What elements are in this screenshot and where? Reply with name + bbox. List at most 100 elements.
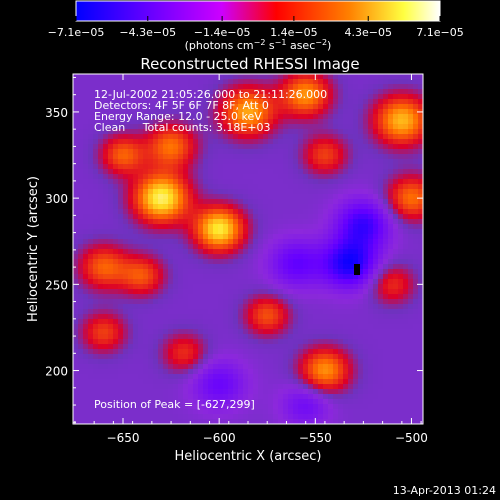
heatmap-cell <box>203 179 209 185</box>
colorbar-tick-label: −4.3e−05 <box>119 26 176 39</box>
heatmap-cell <box>93 184 99 190</box>
heatmap-cell <box>313 344 319 350</box>
heatmap-cell <box>363 139 369 145</box>
heatmap-cell <box>93 99 99 105</box>
heatmap-cell <box>403 339 409 345</box>
heatmap-cell <box>298 264 304 270</box>
heatmap-cell <box>413 244 419 250</box>
heatmap-cell <box>288 94 294 100</box>
heatmap-cell <box>143 379 149 385</box>
heatmap-cell <box>148 314 154 320</box>
heatmap-cell <box>243 189 249 195</box>
heatmap-cell <box>223 94 229 100</box>
heatmap-cell <box>393 354 399 360</box>
heatmap-cell <box>293 379 299 385</box>
heatmap-cell <box>153 344 159 350</box>
heatmap-cell <box>123 309 129 315</box>
heatmap-cell <box>363 414 369 420</box>
heatmap-cell <box>128 249 134 255</box>
heatmap-cell <box>128 319 134 325</box>
heatmap-cell <box>228 344 234 350</box>
heatmap-cell <box>128 234 134 240</box>
heatmap-cell <box>148 269 154 275</box>
heatmap-cell <box>333 244 339 250</box>
heatmap-cell <box>278 134 284 140</box>
heatmap-cell <box>368 319 374 325</box>
heatmap-cell <box>363 119 369 125</box>
heatmap-cell <box>273 279 279 285</box>
heatmap-cell <box>318 289 324 295</box>
heatmap-cell <box>308 309 314 315</box>
heatmap-cell <box>368 234 374 240</box>
heatmap-cell <box>208 229 214 235</box>
heatmap-cell <box>233 114 239 120</box>
heatmap-cell <box>333 364 339 370</box>
heatmap-cell <box>348 364 354 370</box>
heatmap-cell <box>343 269 349 275</box>
heatmap-cell <box>238 339 244 345</box>
heatmap-cell <box>398 134 404 140</box>
heatmap-cell <box>118 314 124 320</box>
heatmap-cell <box>238 269 244 275</box>
heatmap-cell <box>263 244 269 250</box>
heatmap-cell <box>373 74 379 80</box>
heatmap-cell <box>163 359 169 365</box>
heatmap-cell <box>163 174 169 180</box>
heatmap-cell <box>178 224 184 230</box>
heatmap-cell <box>258 274 264 280</box>
heatmap-cell <box>93 294 99 300</box>
heatmap-cell <box>283 319 289 325</box>
heatmap-cell <box>318 74 324 80</box>
heatmap-cell <box>118 159 124 165</box>
heatmap-cell <box>128 389 134 395</box>
heatmap-cell <box>178 419 184 425</box>
heatmap-cell <box>248 169 254 175</box>
heatmap-cell <box>98 354 104 360</box>
heatmap-cell <box>288 239 294 245</box>
heatmap-cell <box>318 274 324 280</box>
heatmap-cell <box>133 349 139 355</box>
heatmap-cell <box>188 174 194 180</box>
heatmap-cell <box>313 299 319 305</box>
heatmap-cell <box>163 239 169 245</box>
heatmap-cell <box>93 149 99 155</box>
heatmap-cell <box>278 419 284 425</box>
heatmap-cell <box>273 404 279 410</box>
heatmap-cell <box>418 289 424 295</box>
heatmap-cell <box>228 389 234 395</box>
heatmap-cell <box>208 324 214 330</box>
heatmap-cell <box>238 229 244 235</box>
heatmap-cell <box>378 164 384 170</box>
heatmap-cell <box>78 164 84 170</box>
heatmap-cell <box>278 359 284 365</box>
heatmap-cell <box>318 319 324 325</box>
heatmap-cell <box>348 369 354 375</box>
heatmap-cell <box>143 349 149 355</box>
heatmap-cell <box>293 344 299 350</box>
heatmap-cell <box>338 334 344 340</box>
heatmap-cell <box>338 204 344 210</box>
heatmap-cell <box>343 149 349 155</box>
heatmap-cell <box>183 94 189 100</box>
heatmap-cell <box>98 144 104 150</box>
heatmap-cell <box>388 199 394 205</box>
heatmap-cell <box>303 349 309 355</box>
heatmap-cell <box>113 364 119 370</box>
heatmap-cell <box>133 194 139 200</box>
heatmap-cell <box>193 104 199 110</box>
heatmap-cell <box>143 359 149 365</box>
heatmap-cell <box>348 184 354 190</box>
heatmap-cell <box>353 124 359 130</box>
heatmap-cell <box>313 164 319 170</box>
heatmap-cell <box>333 149 339 155</box>
heatmap-cell <box>118 294 124 300</box>
heatmap-cell <box>318 244 324 250</box>
heatmap-cell <box>323 384 329 390</box>
heatmap-cell <box>93 94 99 100</box>
heatmap-cell <box>298 324 304 330</box>
heatmap-cell <box>218 194 224 200</box>
heatmap-cell <box>148 349 154 355</box>
heatmap-cell <box>393 324 399 330</box>
heatmap-cell <box>273 134 279 140</box>
heatmap-cell <box>203 219 209 225</box>
